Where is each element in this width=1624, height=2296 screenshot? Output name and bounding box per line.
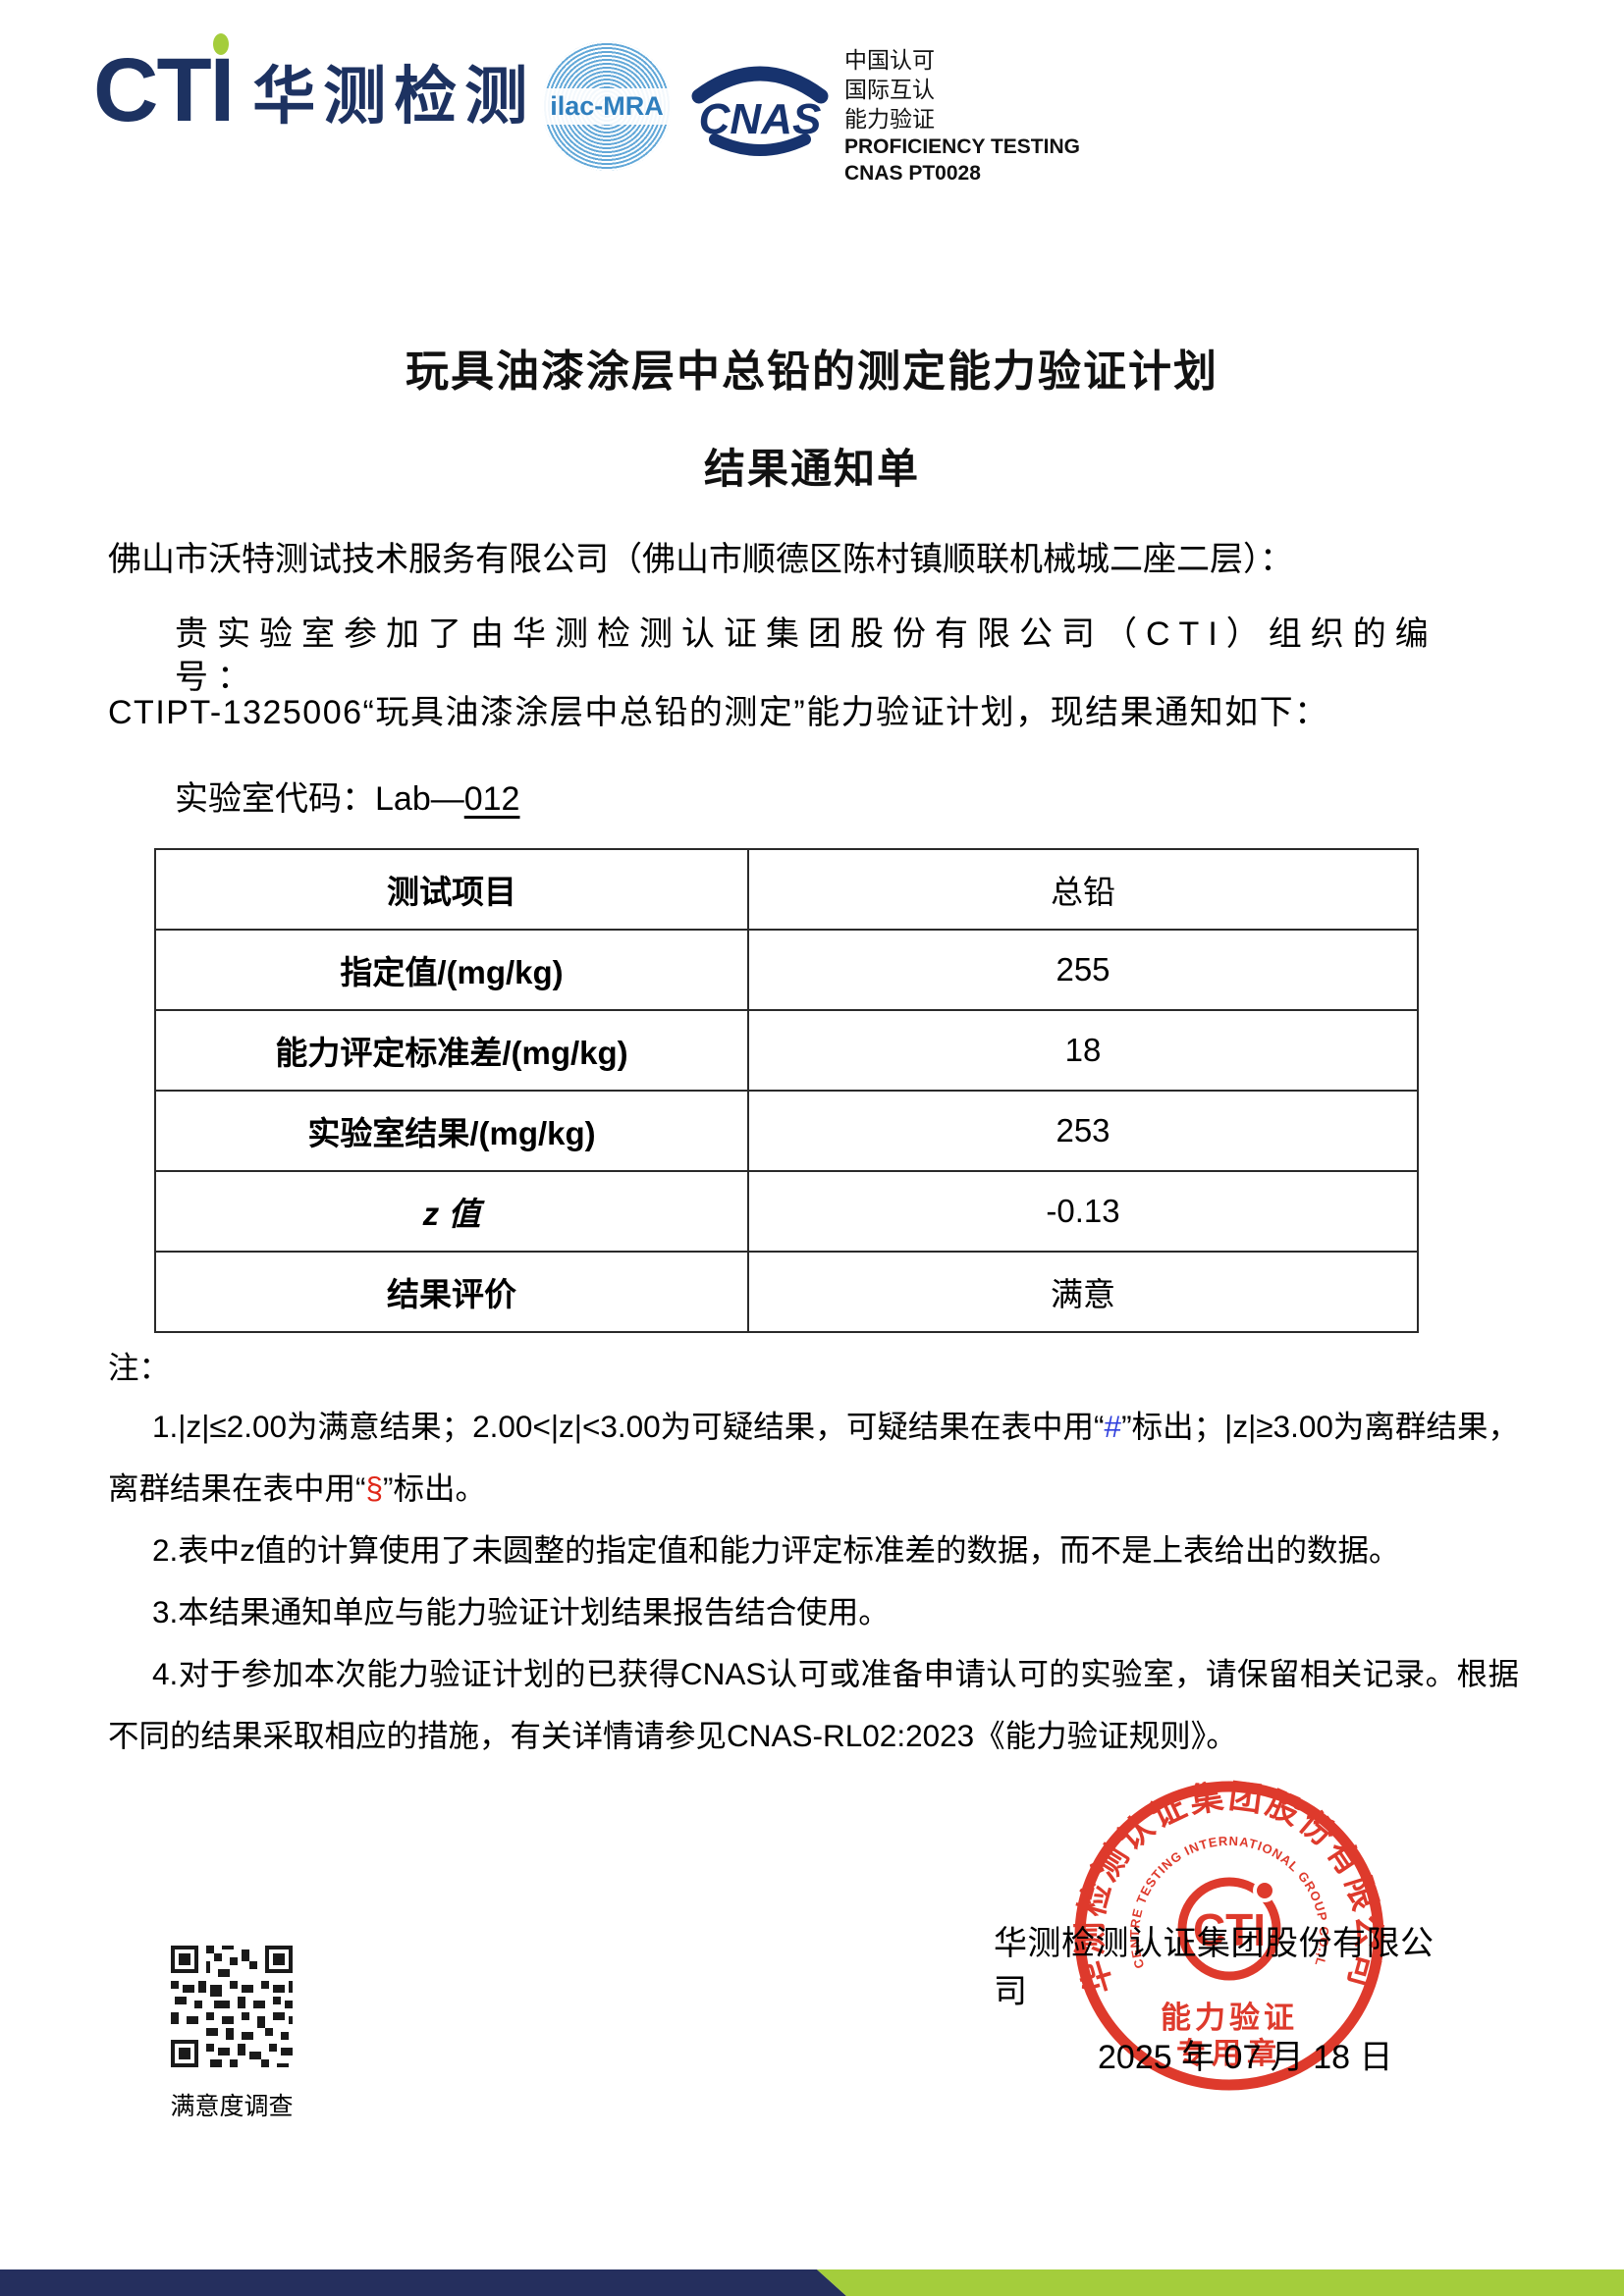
cti-logo-chinese: 华测检测 — [252, 61, 536, 132]
issuing-company: 华测检测认证集团股份有限公司 — [994, 1925, 1435, 2010]
seal-line2: 专用章 — [1176, 2037, 1282, 2070]
table-row: 指定值/(mg/kg) 255 — [154, 929, 1419, 1011]
row-value: 总铅 — [747, 848, 1419, 931]
cnas-logo-icon: CNAS — [685, 63, 835, 157]
table-row: 实验室结果/(mg/kg) 253 — [154, 1090, 1419, 1172]
accreditation-line: 国际互认 — [844, 77, 935, 102]
issue-date: 2025 年 07 月 18 日 — [1098, 2039, 1393, 2076]
footer-green-segment — [817, 2269, 1624, 2296]
ilac-mra-label: ilac-MRA — [542, 87, 672, 125]
row-value: 253 — [747, 1090, 1419, 1172]
seal-line1: 能力验证 — [1161, 2001, 1298, 2035]
row-value: 满意 — [747, 1251, 1419, 1333]
lab-code-prefix: 实验室代码：Lab— — [175, 780, 464, 818]
intro-paragraph: 贵实验室参加了由华测检测认证集团股份有限公司（CTI）组织的编号： — [175, 615, 1437, 696]
accreditation-line-en: PROFICIENCY TESTING — [844, 135, 1080, 158]
seal-center-text: CTI — [1193, 1904, 1266, 1955]
qr-code-label: 满意度调查 — [170, 2093, 294, 2120]
document-subtitle: 结果通知单 — [703, 446, 920, 492]
accreditation-line: 能力验证 — [844, 106, 935, 132]
qr-code — [167, 1942, 297, 2071]
footer-navy-segment — [0, 2269, 846, 2296]
document-title: 玩具油漆涂层中总铅的测定能力验证计划 — [406, 347, 1218, 396]
notes-section: 注： 1.|z|≤2.00为满意结果；2.00<|z|<3.00为可疑结果，可疑… — [108, 1339, 1519, 1767]
row-label: 测试项目 — [154, 848, 749, 931]
note-3: 3.本结果通知单应与能力验证计划结果报告结合使用。 — [152, 1594, 890, 1629]
cti-logo: CTI 华测检测 — [93, 33, 536, 140]
lab-code-line: 实验室代码：Lab—012 — [108, 777, 1584, 821]
accreditation-text: 中国认可 国际互认 能力验证 PROFICIENCY TESTING CNAS … — [844, 45, 1080, 187]
recipient-line: 佛山市沃特测试技术服务有限公司（佛山市顺德区陈村镇顺联机械城二座二层）： — [108, 541, 1293, 578]
plan-paragraph: CTIPT-1325006“玩具油漆涂层中总铅的测定”能力验证计划，现结果通知如… — [108, 694, 1329, 731]
lab-code-value: 012 — [463, 780, 520, 818]
note-1: 1.|z|≤2.00为满意结果；2.00<|z|<3.00为可疑结果，可疑结果在… — [108, 1409, 1520, 1506]
row-label: 实验室结果/(mg/kg) — [154, 1090, 749, 1172]
row-label: 结果评价 — [154, 1251, 749, 1333]
row-value: 18 — [747, 1009, 1419, 1092]
note-2: 2.表中z值的计算使用了未圆整的指定值和能力评定标准差的数据，而不是上表给出的数… — [152, 1532, 1400, 1568]
notes-heading: 注： — [108, 1350, 171, 1385]
note-4: 4.对于参加本次能力验证计划的已获得CNAS认可或准备申请认可的实验室，请保留相… — [108, 1656, 1519, 1753]
table-row: z 值 -0.13 — [154, 1170, 1419, 1253]
table-row: 能力评定标准差/(mg/kg) 18 — [154, 1009, 1419, 1092]
row-value: -0.13 — [747, 1170, 1419, 1253]
row-label: 能力评定标准差/(mg/kg) — [154, 1009, 749, 1092]
row-label: z 值 — [154, 1170, 749, 1253]
cti-logo-icon: CTI — [93, 33, 235, 140]
row-label: 指定值/(mg/kg) — [154, 929, 749, 1011]
table-row: 测试项目 总铅 — [154, 848, 1419, 931]
ilac-mra-icon: ilac-MRA — [542, 41, 672, 171]
footer-color-bar — [0, 2269, 1624, 2296]
outlier-marker-symbol: § — [365, 1470, 384, 1506]
suspect-marker-symbol: # — [1104, 1409, 1122, 1444]
company-seal: 华测检测认证集团股份有限公司 CENTRE TESTING INTERNATIO… — [1062, 1769, 1384, 2091]
seal-cti-dot — [1253, 1879, 1276, 1902]
accreditation-line: 中国认可 — [844, 47, 935, 73]
row-value: 255 — [747, 929, 1419, 1011]
accreditation-pt-number: CNAS PT0028 — [844, 162, 981, 185]
result-table: 测试项目 总铅 指定值/(mg/kg) 255 能力评定标准差/(mg/kg) 18 … — [154, 848, 1419, 1333]
table-row: 结果评价 满意 — [154, 1251, 1419, 1333]
